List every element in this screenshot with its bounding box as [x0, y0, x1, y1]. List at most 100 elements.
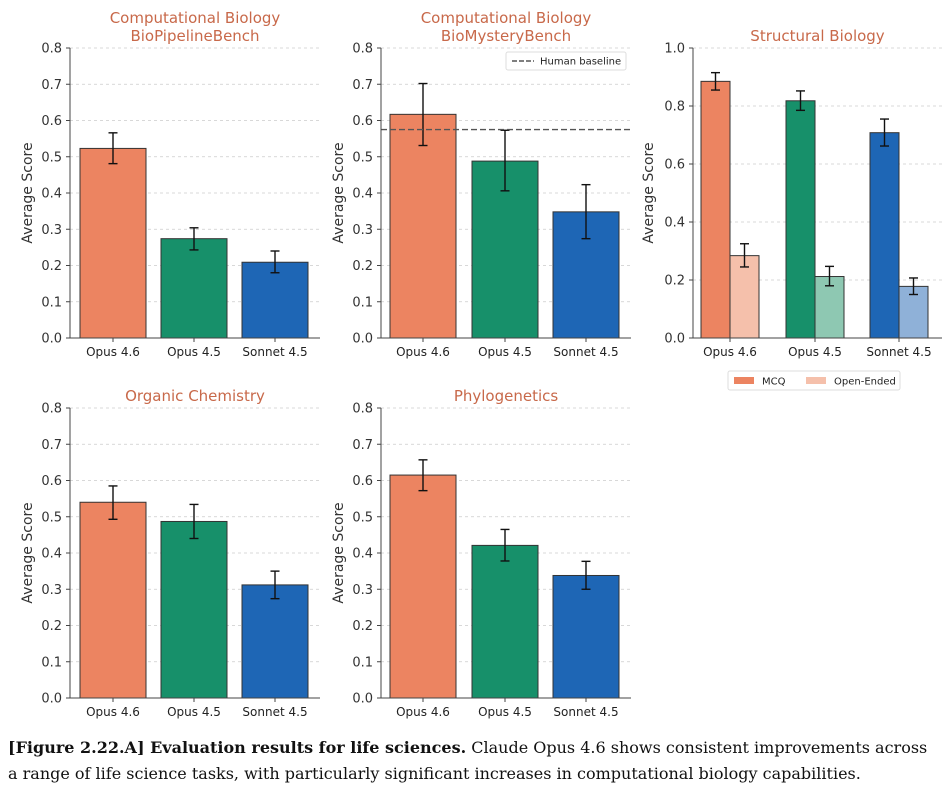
- x-tick-label: Sonnet 4.5: [553, 345, 618, 359]
- y-tick-label: 1.0: [664, 42, 685, 57]
- bar-1: [389, 113, 457, 339]
- y-tick-label: 0.6: [352, 474, 373, 489]
- y-tick-label: 0.5: [352, 150, 373, 165]
- y-axis-label: Average Score: [331, 502, 347, 603]
- bar-1: [79, 501, 147, 699]
- chart-title: Structural Biology: [750, 27, 885, 45]
- y-tick-label: 0.2: [352, 619, 373, 634]
- bar-2: [160, 238, 228, 339]
- y-tick-label: 0.3: [352, 583, 373, 598]
- legend-label: Open-Ended: [834, 377, 896, 388]
- x-tick-label: Opus 4.5: [788, 345, 842, 359]
- chart-panel-1: 0.0 0.1 0.2 0.3 0.4 0.5 0.6 0.7 0.8 Computational…: [20, 9, 320, 359]
- figure-caption: [Figure 2.22.A] Evaluation results for l…: [8, 735, 938, 787]
- y-tick-label: 0.8: [664, 100, 685, 115]
- x-tick-label: Opus 4.6: [86, 705, 140, 719]
- y-tick-label: 0.0: [352, 692, 373, 707]
- y-tick-label: 0.3: [41, 223, 62, 238]
- chart-title: Computational Biology: [110, 9, 281, 27]
- y-tick-label: 0.4: [352, 187, 373, 202]
- y-tick-label: 0.4: [664, 216, 685, 231]
- legend: MCQ Open-Ended: [727, 370, 901, 391]
- y-tick-label: 0.5: [41, 510, 62, 525]
- bar-3: [241, 261, 309, 339]
- y-tick-label: 0.6: [352, 114, 373, 129]
- chart-title: Organic Chemistry: [125, 387, 265, 405]
- legend-swatch-mcq: [734, 377, 754, 384]
- legend-box: [505, 51, 627, 71]
- y-tick-label: 0.8: [352, 42, 373, 57]
- y-axis-label: Average Score: [641, 142, 657, 243]
- y-tick-label: 0.7: [352, 78, 373, 93]
- bar-open-ended-1: [729, 255, 760, 339]
- y-tick-label: 0.1: [352, 655, 373, 670]
- bar-mcq-1: [700, 80, 731, 339]
- y-tick-label: 0.5: [352, 510, 373, 525]
- y-tick-label: 0.2: [41, 619, 62, 634]
- y-tick-label: 0.2: [41, 259, 62, 274]
- y-axis-label: Average Score: [331, 142, 347, 243]
- y-axis-label: Average Score: [20, 502, 36, 603]
- x-tick-label: Opus 4.6: [86, 345, 140, 359]
- y-tick-label: 0.3: [352, 223, 373, 238]
- y-tick-label: 0.6: [664, 158, 685, 173]
- bar-1: [79, 147, 147, 339]
- y-tick-label: 0.2: [352, 259, 373, 274]
- y-tick-label: 0.7: [352, 438, 373, 453]
- bar-open-ended-2: [814, 276, 845, 339]
- y-tick-label: 0.1: [41, 295, 62, 310]
- y-tick-label: 0.4: [41, 187, 62, 202]
- y-tick-label: 0.3: [41, 583, 62, 598]
- bar-mcq-3: [869, 132, 900, 339]
- y-tick-label: 0.8: [41, 42, 62, 57]
- caption-text: Claude Opus 4.6 shows consistent improve…: [8, 738, 928, 783]
- y-tick-label: 0.5: [41, 150, 62, 165]
- y-tick-label: 0.0: [352, 332, 373, 347]
- figure-charts: 0.0 0.1 0.2 0.3 0.4 0.5 0.6 0.7 0.8 Computational…: [20, 9, 942, 719]
- x-tick-label: Sonnet 4.5: [242, 345, 307, 359]
- chart-title: BioMysteryBench: [441, 27, 571, 45]
- y-tick-label: 0.2: [664, 274, 685, 289]
- bar-mcq-2: [785, 100, 816, 339]
- x-tick-label: Opus 4.5: [167, 345, 221, 359]
- x-tick-label: Opus 4.6: [396, 345, 450, 359]
- chart-panel-4: 0.0 0.1 0.2 0.3 0.4 0.5 0.6 0.7 0.8 Organic Chemi…: [20, 387, 320, 719]
- x-tick-label: Opus 4.5: [478, 345, 532, 359]
- chart-title: Computational Biology: [421, 9, 592, 27]
- bar-3: [552, 574, 620, 699]
- legend-label: MCQ: [762, 377, 786, 388]
- x-tick-label: Sonnet 4.5: [866, 345, 931, 359]
- chart-title: Phylogenetics: [454, 387, 559, 405]
- x-tick-label: Sonnet 4.5: [553, 705, 618, 719]
- caption-bold: [Figure 2.22.A] Evaluation results for l…: [8, 738, 467, 757]
- x-tick-label: Sonnet 4.5: [242, 705, 307, 719]
- y-tick-label: 0.1: [352, 295, 373, 310]
- y-tick-label: 0.1: [41, 655, 62, 670]
- y-axis-label: Average Score: [20, 142, 36, 243]
- x-tick-label: Opus 4.6: [396, 705, 450, 719]
- x-tick-label: Opus 4.5: [167, 705, 221, 719]
- x-tick-label: Opus 4.5: [478, 705, 532, 719]
- bar-2: [471, 544, 539, 699]
- y-tick-label: 0.7: [41, 78, 62, 93]
- y-tick-label: 0.4: [41, 547, 62, 562]
- y-tick-label: 0.0: [41, 692, 62, 707]
- x-tick-label: Opus 4.6: [703, 345, 757, 359]
- chart-panel-5: 0.0 0.1 0.2 0.3 0.4 0.5 0.6 0.7 0.8 Phylogenetics…: [331, 387, 631, 719]
- bar-3: [241, 584, 309, 699]
- chart-panel-2: 0.0 0.1 0.2 0.3 0.4 0.5 0.6 0.7 0.8 Computational…: [331, 9, 631, 359]
- y-tick-label: 0.8: [352, 402, 373, 417]
- legend: Human baseline: [505, 51, 627, 71]
- y-tick-label: 0.7: [41, 438, 62, 453]
- bar-2: [160, 520, 228, 699]
- bar-1: [389, 474, 457, 699]
- legend-swatch-open-ended: [806, 377, 826, 384]
- legend-label: Human baseline: [540, 57, 621, 68]
- chart-title: BioPipelineBench: [130, 27, 259, 45]
- y-tick-label: 0.8: [41, 402, 62, 417]
- chart-panel-3: 0.0 0.2 0.4 0.6 0.8 1.0 Structural Biology Aver…: [641, 27, 942, 391]
- y-tick-label: 0.4: [352, 547, 373, 562]
- y-tick-label: 0.6: [41, 114, 62, 129]
- y-tick-label: 0.0: [41, 332, 62, 347]
- y-tick-label: 0.0: [664, 332, 685, 347]
